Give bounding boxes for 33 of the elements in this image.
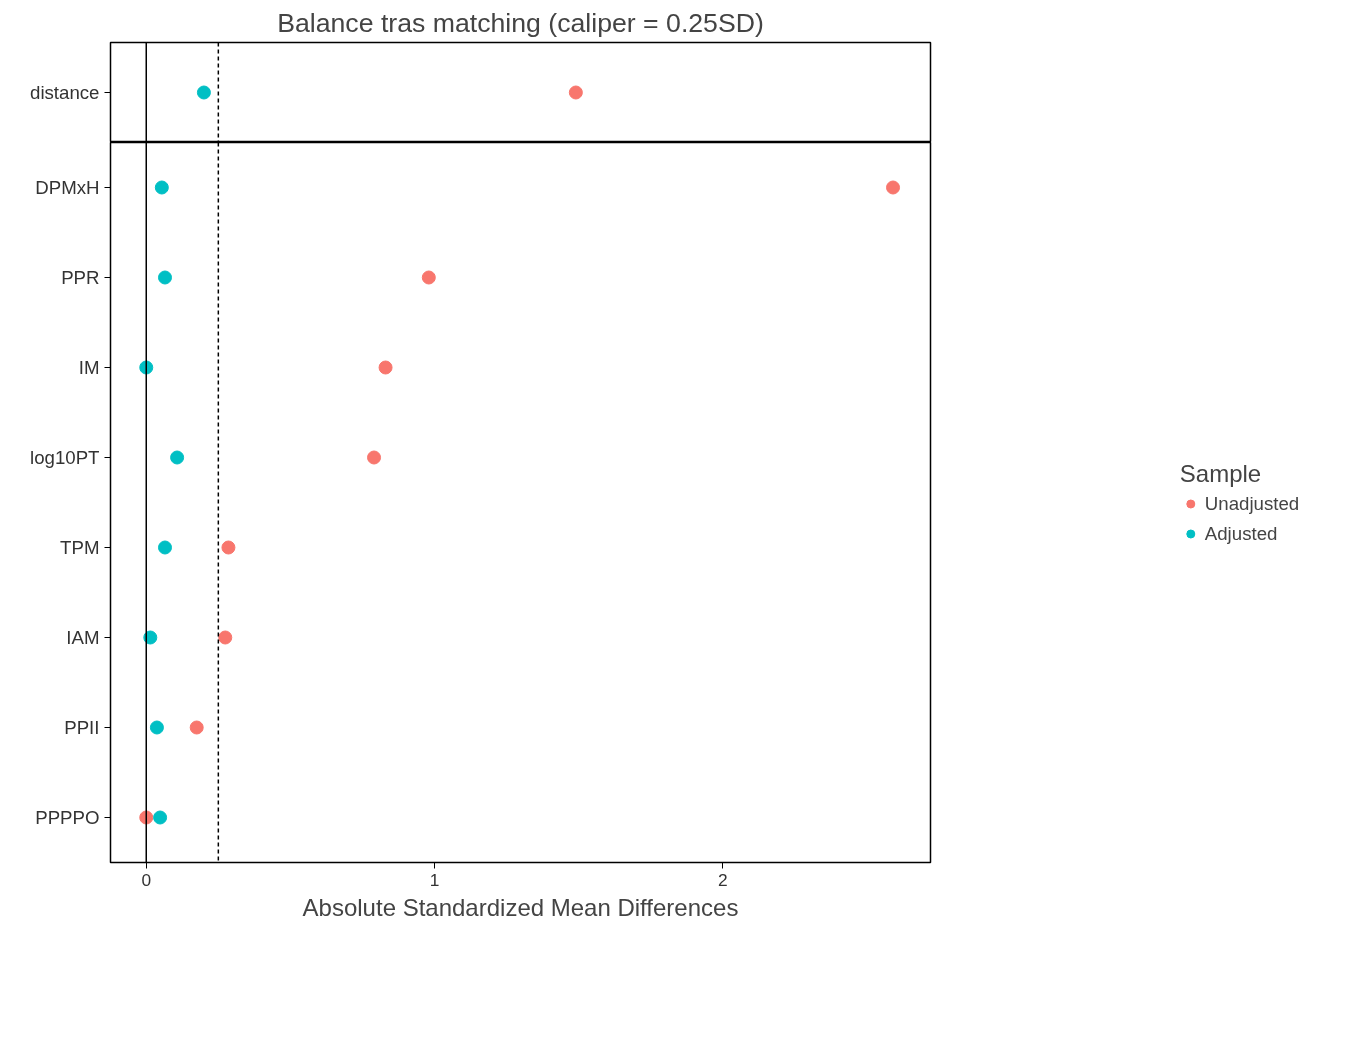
point xyxy=(157,540,172,555)
y-tick-label: TPM xyxy=(60,537,100,558)
x-tick-label: 1 xyxy=(429,869,440,890)
x-axis-title: Absolute Standardized Mean Differences xyxy=(302,893,739,921)
y-tick-label: log10PT xyxy=(30,447,100,468)
point xyxy=(149,720,164,735)
point xyxy=(378,360,393,375)
legend-label: Adjusted xyxy=(1204,522,1278,545)
y-tick-label: IM xyxy=(78,357,100,378)
point xyxy=(221,540,236,555)
point xyxy=(421,270,436,285)
point xyxy=(153,810,168,825)
x-tick-label: 0 xyxy=(141,869,152,890)
point xyxy=(170,450,185,465)
legend-label: Unadjusted xyxy=(1204,492,1300,515)
point xyxy=(139,360,154,375)
y-tick-label: PPPPO xyxy=(35,807,100,828)
x-tick-label: 2 xyxy=(718,869,728,890)
y-tick-label: distance xyxy=(30,82,100,103)
y-tick-label: DPMxH xyxy=(35,177,100,198)
point xyxy=(886,180,901,195)
point xyxy=(143,630,158,645)
legend-title: Sample xyxy=(1179,459,1263,488)
y-tick-label: IAM xyxy=(66,627,100,648)
point xyxy=(189,720,204,735)
point xyxy=(218,630,233,645)
point xyxy=(367,450,382,465)
point xyxy=(139,810,154,825)
point xyxy=(157,270,172,285)
point xyxy=(154,180,169,195)
chart-title: Balance tras matching (caliper = 0.25SD) xyxy=(277,7,764,38)
y-tick-label: PPR xyxy=(61,267,100,288)
y-tick-label: PPII xyxy=(64,717,100,738)
